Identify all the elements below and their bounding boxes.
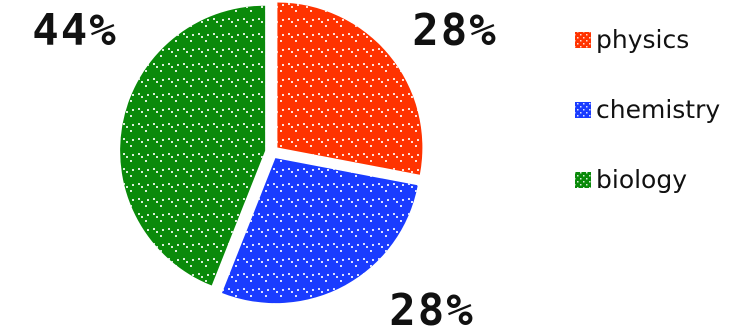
legend-swatch-pattern-chemistry [575,102,591,118]
pie-slice-pattern-biology [120,5,266,286]
pie-slice-chemistry [221,158,418,304]
legend-swatch-pattern-physics [575,32,591,48]
legend-item-physics: physics [575,25,689,54]
legend-label-physics: physics [596,25,689,54]
pie-slices [120,2,423,304]
pie-labels: 28% 28% 44% [32,5,497,327]
legend-item-chemistry: chemistry [575,95,720,124]
pie-slice-pattern-chemistry [221,158,418,304]
legend-swatch-pattern-biology [575,172,591,188]
legend-label-chemistry: chemistry [596,95,720,124]
pie-slice-pattern-physics [277,2,423,175]
pie-label-chemistry: 28% [389,285,474,327]
pie-slice-physics [277,2,423,175]
pie-label-biology: 44% [32,5,117,56]
legend: physics chemistry biology [575,25,720,194]
pie-label-physics: 28% [412,5,497,56]
pie-slice-biology [120,5,266,286]
legend-item-biology: biology [575,165,687,194]
legend-label-biology: biology [596,165,687,194]
